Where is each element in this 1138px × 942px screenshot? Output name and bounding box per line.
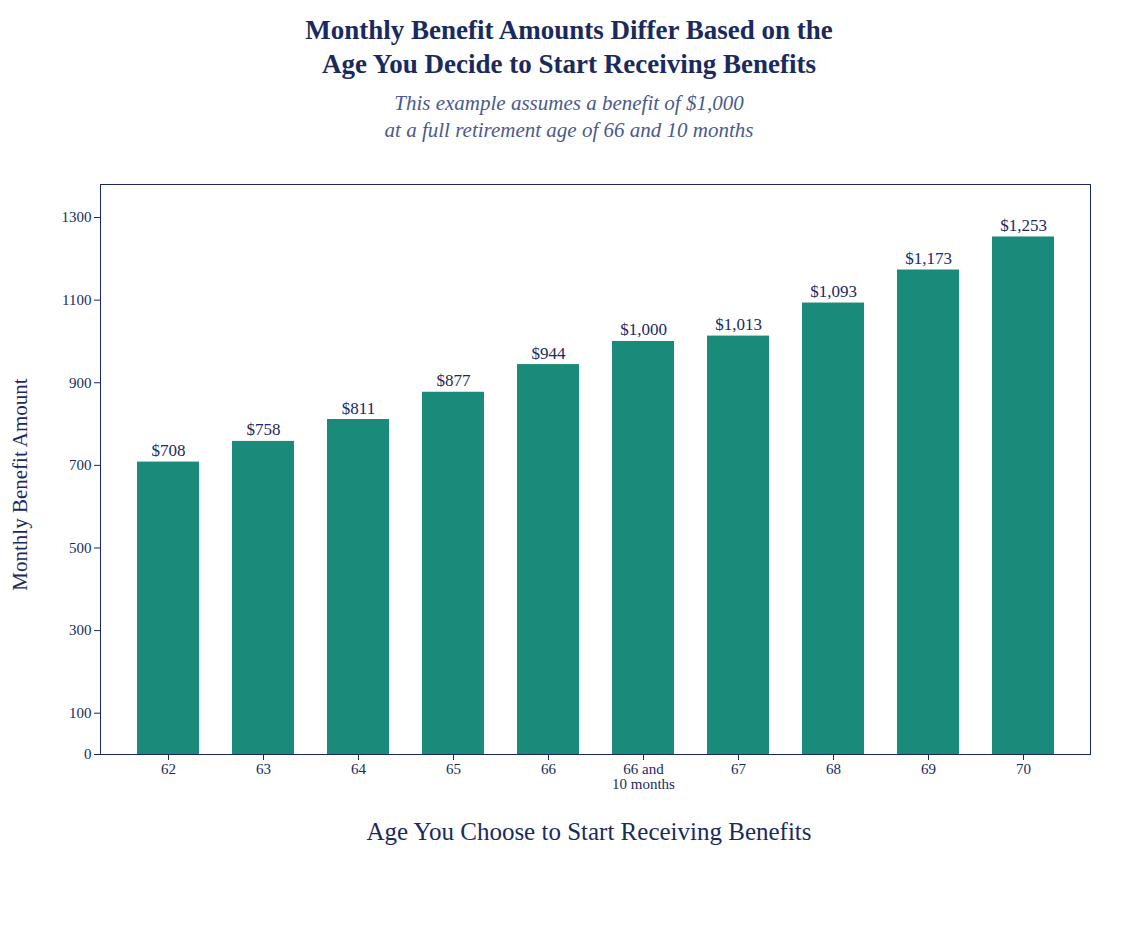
svg-text:65: 65 xyxy=(446,761,461,777)
svg-text:500: 500 xyxy=(69,540,92,556)
svg-text:$944: $944 xyxy=(532,344,567,363)
svg-text:$1,253: $1,253 xyxy=(1000,216,1047,235)
svg-text:$1,000: $1,000 xyxy=(620,321,667,340)
svg-text:0: 0 xyxy=(84,746,92,762)
svg-text:$877: $877 xyxy=(437,371,472,390)
svg-text:$758: $758 xyxy=(247,421,281,440)
svg-text:63: 63 xyxy=(256,761,271,777)
svg-text:$708: $708 xyxy=(152,441,186,460)
svg-text:700: 700 xyxy=(69,457,92,473)
html-text:Age You Choose to Start Receiv: Age You Choose to Start Receiving Benefi… xyxy=(366,818,812,846)
svg-text:62: 62 xyxy=(161,761,176,777)
svg-text:$811: $811 xyxy=(342,399,375,418)
svg-text:$1,173: $1,173 xyxy=(905,249,952,268)
svg-text:70: 70 xyxy=(1016,761,1031,777)
svg-text:64: 64 xyxy=(351,761,367,777)
svg-text:$1,093: $1,093 xyxy=(810,282,857,301)
svg-text:1100: 1100 xyxy=(62,292,91,308)
svg-text:900: 900 xyxy=(69,375,92,391)
svg-text:$1,013: $1,013 xyxy=(715,315,762,334)
svg-text:300: 300 xyxy=(69,622,92,638)
html-text:This example assumes a benefit: This example assumes a benefit of $1,000 xyxy=(394,90,744,115)
html-text:Monthly Benefit Amount: Monthly Benefit Amount xyxy=(7,377,32,591)
svg-text:68: 68 xyxy=(826,761,841,777)
svg-text:67: 67 xyxy=(731,761,747,777)
html-text:Age You Decide to Start Receiv: Age You Decide to Start Receiving Benefi… xyxy=(322,48,816,79)
svg-text:66 and10 months: 66 and10 months xyxy=(612,761,675,792)
html-text:at a full retirement age of 66: at a full retirement age of 66 and 10 mo… xyxy=(384,117,754,142)
svg-text:69: 69 xyxy=(921,761,936,777)
svg-text:66: 66 xyxy=(541,761,557,777)
svg-text:100: 100 xyxy=(69,705,92,721)
html-text:Monthly Benefit Amounts Differ: Monthly Benefit Amounts Differ Based on … xyxy=(305,15,833,45)
svg-text:1300: 1300 xyxy=(62,209,92,225)
